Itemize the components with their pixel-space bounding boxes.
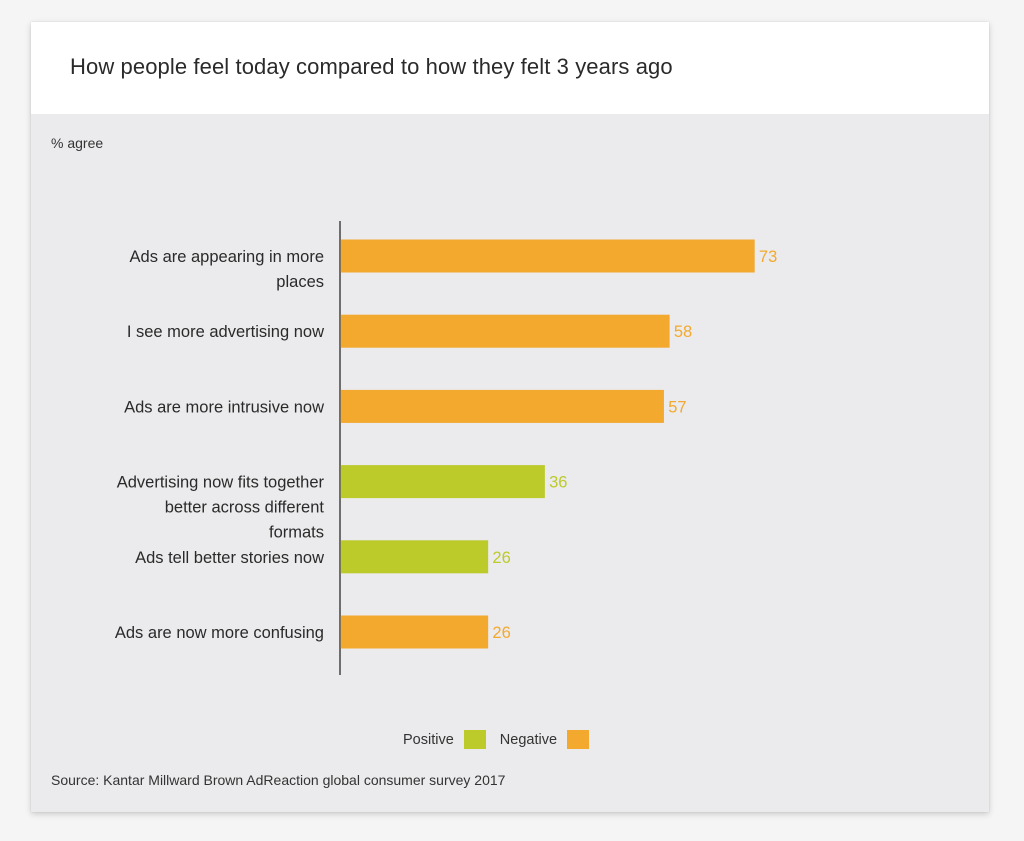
bar-group: 58 I see more advertising now: [127, 314, 692, 348]
category-label-line: Advertising now fits together: [117, 474, 325, 492]
bar: [340, 615, 489, 649]
category-label: Advertising now fits together better acro…: [117, 474, 325, 542]
card-header: How people feel today compared to how th…: [31, 22, 989, 114]
legend: Positive Negative: [403, 730, 603, 749]
legend-label-negative: Negative: [499, 731, 558, 748]
chart-card: How people feel today compared to how th…: [31, 22, 989, 812]
legend-item-negative: Negative: [500, 730, 603, 749]
category-label: Ads are more intrusive now: [124, 398, 324, 416]
category-label-line: Ads are appearing in more: [130, 248, 324, 266]
bar-group: 26 Ads are now more confusing: [115, 615, 511, 649]
category-label: Ads are appearing in more places: [130, 248, 324, 291]
value-label: 36: [549, 474, 567, 492]
value-label: 26: [492, 549, 510, 567]
category-label: I see more advertising now: [127, 323, 324, 341]
value-label: 57: [668, 398, 686, 416]
bar-group: 26 Ads tell better stories now: [135, 540, 511, 574]
category-label: Ads are now more confusing: [115, 624, 324, 642]
source-note: Source: Kantar Millward Brown AdReaction…: [51, 772, 506, 788]
value-label: 73: [759, 248, 777, 266]
legend-item-positive: Positive: [403, 730, 500, 749]
legend-swatch-positive: [463, 730, 486, 749]
category-label-line: Ads are more intrusive now: [124, 398, 324, 416]
bar: [340, 465, 545, 499]
value-label: 58: [674, 323, 692, 341]
unit-label: % agree: [51, 135, 104, 151]
legend-swatch-negative: [567, 730, 590, 749]
bar-group: 73 Ads are appearing in more places: [130, 239, 777, 291]
value-label: 26: [492, 624, 510, 642]
bar: [340, 314, 670, 348]
bar-group: 36 Advertising now fits together better ac…: [117, 465, 567, 542]
bar: [340, 389, 664, 423]
chart-title: How people feel today compared to how th…: [70, 54, 673, 79]
category-label-line: places: [276, 273, 324, 291]
category-label-line: I see more advertising now: [127, 323, 324, 341]
legend-label-positive: Positive: [403, 731, 454, 748]
category-label-line: Ads tell better stories now: [135, 549, 324, 567]
bars-layer: 73 Ads are appearing in more places 58 I see…: [115, 239, 777, 649]
bar-chart: 73 Ads are appearing in more places 58 I see…: [115, 221, 777, 675]
category-label-line: formats: [269, 524, 324, 542]
category-label-line: better across different: [165, 499, 325, 517]
bar: [340, 540, 489, 574]
bar: [340, 239, 755, 273]
bar-group: 57 Ads are more intrusive now: [124, 389, 687, 423]
category-label: Ads tell better stories now: [135, 549, 324, 567]
category-label-line: Ads are now more confusing: [115, 624, 324, 642]
